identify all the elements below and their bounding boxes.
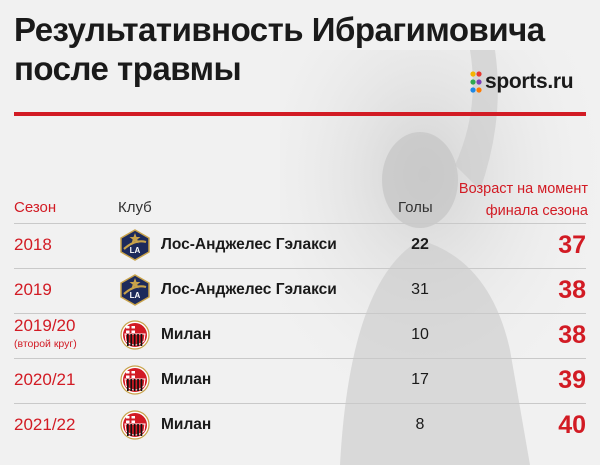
goals-cell: 22 [411, 236, 429, 253]
title-line-2: после травмы [14, 50, 242, 87]
title-divider [14, 112, 586, 116]
table-row: 2019 LA Лос-Анджелес Гэлакси 31 38 [0, 268, 600, 313]
table-row: 2018 LA Лос-Анджелес Гэлакси 22 37 [0, 223, 600, 268]
club-cell: Лос-Анджелес Гэлакси [161, 236, 337, 253]
header-season: Сезон [14, 199, 57, 216]
age-cell: 38 [558, 321, 586, 349]
ac-milan-crest-icon [120, 410, 150, 440]
club-cell: Милан [161, 371, 212, 388]
header-age-line-2: финала сезона [485, 203, 588, 219]
goals-cell: 31 [411, 281, 429, 298]
table-row: 2020/21 Милан 17 39 [0, 358, 600, 403]
header-club: Клуб [118, 199, 152, 216]
season-cell: 2018 [14, 235, 52, 254]
title-line-1: Результативность Ибрагимовича [14, 11, 545, 48]
svg-text:LA: LA [130, 246, 141, 255]
sports-ru-dots-icon [470, 71, 482, 93]
goals-cell: 8 [415, 416, 425, 433]
season-cell: 2019 [14, 280, 52, 299]
age-cell: 39 [558, 366, 586, 394]
age-cell: 38 [558, 276, 586, 304]
goals-cell: 17 [411, 371, 429, 388]
ac-milan-crest-icon [120, 365, 150, 395]
table-row: 2019/20 (второй круг) Милан 10 38 [0, 313, 600, 358]
header-age-line-1: Возраст на момент [458, 181, 588, 197]
ac-milan-crest-icon [120, 320, 150, 350]
row-divider [14, 358, 586, 359]
logo-text: sports.ru [485, 70, 574, 93]
row-divider [14, 313, 586, 314]
row-divider [14, 403, 586, 404]
header-goals: Голы [398, 199, 433, 216]
season-cell: 2019/20 [14, 316, 76, 335]
header-divider [14, 223, 586, 224]
season-cell: 2020/21 [14, 370, 76, 389]
age-cell: 40 [558, 411, 586, 439]
la-galaxy-crest-icon: LA [120, 229, 150, 261]
page-title: Результативность Ибрагимовича после трав… [14, 10, 545, 88]
la-galaxy-crest-icon: LA [120, 274, 150, 306]
row-divider [14, 268, 586, 269]
goals-cell: 10 [411, 326, 429, 343]
club-cell: Милан [161, 326, 212, 343]
season-note: (второй круг) [14, 338, 77, 350]
club-cell: Лос-Анджелес Гэлакси [161, 281, 337, 298]
svg-text:LA: LA [130, 291, 141, 300]
season-cell: 2021/22 [14, 415, 76, 434]
sports-ru-logo: sports.ru [470, 70, 574, 94]
age-cell: 37 [558, 231, 586, 259]
club-cell: Милан [161, 416, 212, 433]
table-row: 2021/22 Милан 8 40 [0, 403, 600, 448]
header-age: Возраст на момент финала сезона [459, 178, 588, 222]
